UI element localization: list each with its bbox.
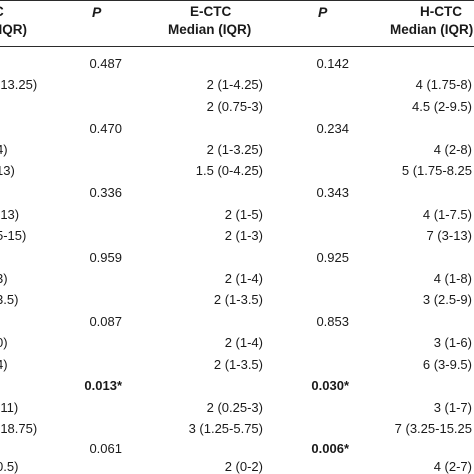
header-p1: P bbox=[92, 4, 102, 20]
hctc-value: 4 (1-7.5) bbox=[422, 207, 472, 222]
p1-value: 0.013* bbox=[84, 378, 122, 393]
p2-value: 0.853 bbox=[316, 314, 349, 329]
p1-value: 0.336 bbox=[89, 185, 122, 200]
hctc-value: 4.5 (2-9.5) bbox=[412, 99, 472, 114]
ectc-value: 3 (1.25-5.75) bbox=[188, 421, 263, 436]
ectc-value: 2 (1-3) bbox=[224, 228, 263, 243]
ectc-value: 2 (1-4) bbox=[224, 271, 263, 286]
hctc-value: 3 (1-6) bbox=[433, 335, 472, 350]
col1-value: -11) bbox=[0, 400, 19, 415]
col1-value: 4) bbox=[0, 357, 8, 372]
table-top-rule bbox=[0, 0, 474, 1]
hctc-value: 4 (1-8) bbox=[433, 271, 472, 286]
hctc-value: 3 (1-7) bbox=[433, 400, 472, 415]
col1-value: 0) bbox=[0, 335, 8, 350]
header-ectc-sub: Median (IQR) bbox=[168, 22, 252, 37]
p2-value: 0.234 bbox=[316, 121, 349, 136]
ectc-value: 2 (1-3.25) bbox=[206, 142, 263, 157]
ectc-value: 2 (1-4) bbox=[224, 335, 263, 350]
p1-value: 0.487 bbox=[89, 56, 122, 71]
p1-value: 0.470 bbox=[89, 121, 122, 136]
p1-value: 0.087 bbox=[89, 314, 122, 329]
header-p2: P bbox=[318, 4, 328, 20]
hctc-value: 3 (2.5-9) bbox=[422, 292, 472, 307]
header-col1-line1: C bbox=[0, 4, 4, 19]
col1-value: 13) bbox=[0, 163, 15, 178]
ectc-value: 2 (1-4.25) bbox=[206, 77, 263, 92]
col1-value: -18.75) bbox=[0, 421, 38, 436]
hctc-value: 7 (3.25-15.25 bbox=[394, 421, 472, 436]
ectc-value: 2 (0.75-3) bbox=[206, 99, 263, 114]
ectc-value: 2 (1-3.5) bbox=[213, 292, 263, 307]
hctc-value: 4 (2-8) bbox=[433, 142, 472, 157]
col1-value: 5-15) bbox=[0, 228, 27, 243]
col1-value: -13.25) bbox=[0, 77, 38, 92]
col1-value: 4) bbox=[0, 142, 8, 157]
header-col1-line2: (IQR) bbox=[0, 22, 27, 37]
header-bottom-rule bbox=[0, 46, 474, 47]
p1-value: 0.959 bbox=[89, 250, 122, 265]
p2-value: 0.006* bbox=[311, 441, 349, 456]
ectc-value: 2 (0.25-3) bbox=[206, 400, 263, 415]
header-hctc-sub: Median (IQR) bbox=[390, 22, 474, 37]
p2-value: 0.925 bbox=[316, 250, 349, 265]
p2-value: 0.343 bbox=[316, 185, 349, 200]
hctc-value: 4 (1.75-8) bbox=[415, 77, 472, 92]
ectc-value: 2 (1-5) bbox=[224, 207, 263, 222]
header-ectc-title: E-CTC bbox=[190, 4, 232, 19]
col1-value: 0.5) bbox=[0, 459, 19, 474]
col1-value: 3) bbox=[0, 271, 8, 286]
hctc-value: 4 (2-7) bbox=[433, 459, 472, 474]
p1-value: 0.061 bbox=[89, 441, 122, 456]
ectc-value: 2 (0-2) bbox=[224, 459, 263, 474]
col1-value: 3.5) bbox=[0, 292, 19, 307]
col1-value: -13) bbox=[0, 207, 20, 222]
hctc-value: 5 (1.75-8.25 bbox=[401, 163, 472, 178]
p2-value: 0.030* bbox=[311, 378, 349, 393]
ectc-value: 2 (1-3.5) bbox=[213, 357, 263, 372]
ectc-value: 1.5 (0-4.25) bbox=[195, 163, 263, 178]
header-hctc-title: H-CTC bbox=[420, 4, 462, 19]
p2-value: 0.142 bbox=[316, 56, 349, 71]
hctc-value: 7 (3-13) bbox=[426, 228, 472, 243]
hctc-value: 6 (3-9.5) bbox=[422, 357, 472, 372]
